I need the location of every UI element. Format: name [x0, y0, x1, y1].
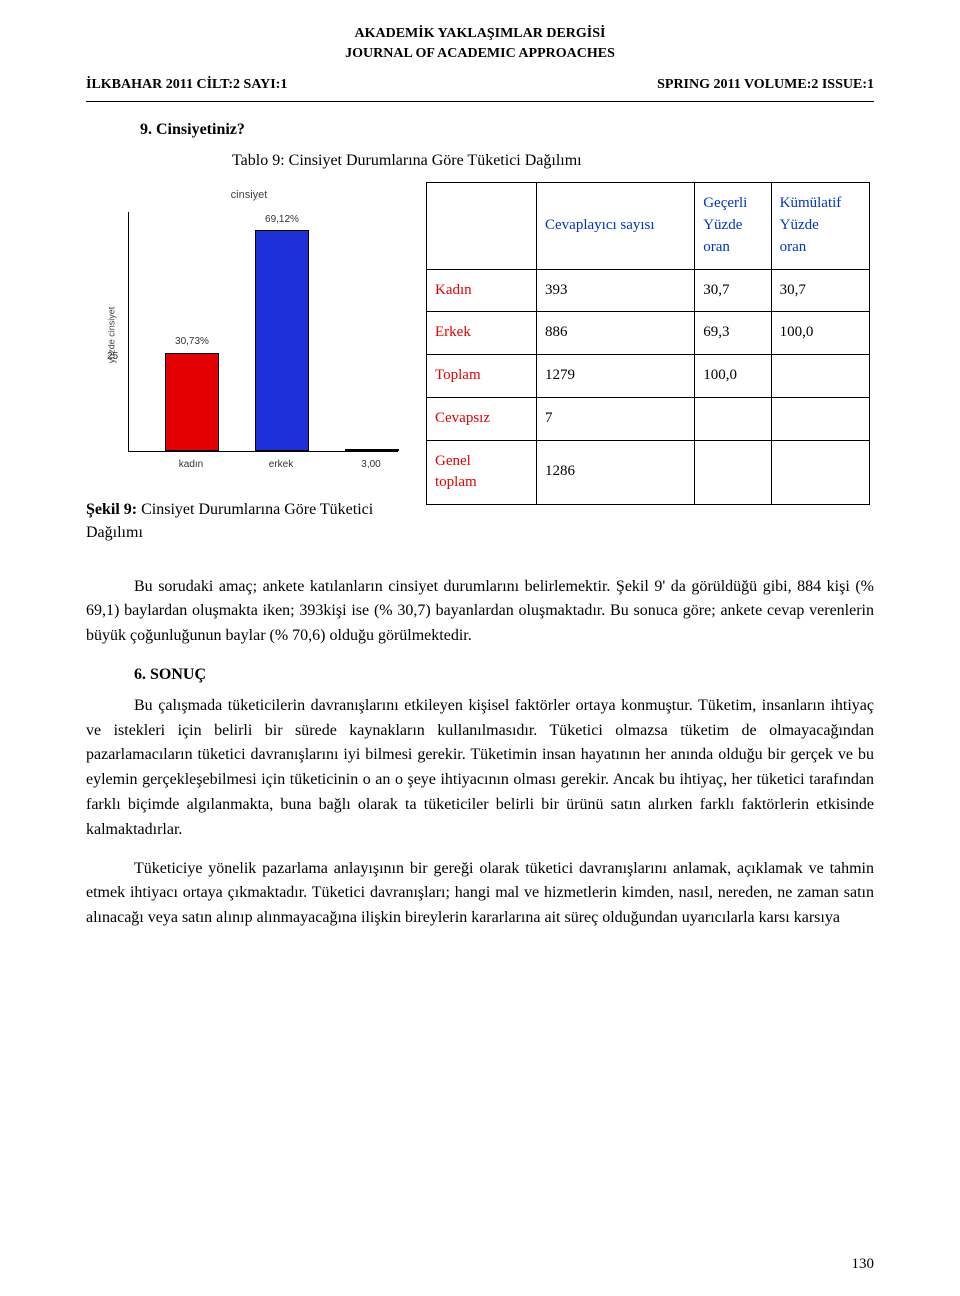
row-label: Erkek: [427, 312, 537, 355]
table9: Cevaplayıcı sayısı Geçerli Yüzde oran Kü…: [426, 182, 870, 505]
cell: [695, 397, 771, 440]
table-header-c2: Geçerli Yüzde oran: [695, 183, 771, 269]
table9-caption: Tablo 9: Cinsiyet Durumlarına Göre Tüket…: [232, 149, 874, 172]
chart-title: cinsiyet: [86, 188, 412, 204]
cell: 69,3: [695, 312, 771, 355]
chart-bar-kadin: [165, 353, 219, 451]
chart-xtick-other: 3,00: [361, 458, 380, 473]
chart-bar-other: [345, 449, 399, 451]
page-number: 130: [852, 1254, 875, 1276]
running-left: İLKBAHAR 2011 CİLT:2 SAYI:1: [86, 75, 287, 95]
paragraph: Bu çalışmada tüketicilerin davranışların…: [86, 694, 874, 843]
table-row: Genel toplam 1286: [427, 440, 870, 505]
table-row: Cevaplayıcı sayısı Geçerli Yüzde oran Kü…: [427, 183, 870, 269]
question-heading: 9. Cinsiyetiniz?: [140, 118, 874, 141]
cell: [771, 397, 869, 440]
table-header-c3: Kümülatif Yüzde oran: [771, 183, 869, 269]
cell: 393: [537, 269, 695, 312]
section-heading-6: 6. SONUÇ: [86, 663, 874, 688]
chart-xtick-erkek: erkek: [269, 458, 293, 473]
row-label: Kadın: [427, 269, 537, 312]
chart-bar-erkek: [255, 230, 309, 451]
cell: [771, 355, 869, 398]
running-right: SPRING 2011 VOLUME:2 ISSUE:1: [657, 75, 874, 95]
table-row: Cevapsız 7: [427, 397, 870, 440]
chart-ytick-25: 25: [107, 350, 118, 365]
table-row: Kadın 393 30,7 30,7: [427, 269, 870, 312]
cell: 100,0: [695, 355, 771, 398]
table-row: Erkek 886 69,3 100,0: [427, 312, 870, 355]
running-head: İLKBAHAR 2011 CİLT:2 SAYI:1 SPRING 2011 …: [86, 75, 874, 102]
journal-title-en: JOURNAL OF ACADEMIC APPROACHES: [86, 44, 874, 64]
chart-bar-label-erkek: 69,12%: [252, 213, 312, 228]
cell: [771, 440, 869, 505]
cell: 30,7: [771, 269, 869, 312]
cell: 100,0: [771, 312, 869, 355]
table-header-c1: Cevaplayıcı sayısı: [537, 183, 695, 269]
chart-bar-label-kadin: 30,73%: [162, 335, 222, 350]
figure-caption-lead: Şekil 9:: [86, 501, 137, 518]
figure-caption-line2: Dağılımı: [86, 524, 143, 541]
row-label: Toplam: [427, 355, 537, 398]
body-text: Bu sorudaki amaç; ankete katılanların ci…: [86, 575, 874, 931]
cell: 1286: [537, 440, 695, 505]
figure-caption-line1: Cinsiyet Durumlarına Göre Tüketici: [137, 501, 373, 518]
chart-xtick-kadin: kadın: [179, 458, 203, 473]
cell: 7: [537, 397, 695, 440]
journal-title-tr: AKADEMİK YAKLAŞIMLAR DERGİSİ: [86, 24, 874, 44]
chart-plot-area: 25 30,73% 69,12%: [128, 212, 398, 452]
table-row: Toplam 1279 100,0: [427, 355, 870, 398]
cell: 886: [537, 312, 695, 355]
paragraph: Tüketiciye yönelik pazarlama anlayışının…: [86, 857, 874, 931]
cell: 30,7: [695, 269, 771, 312]
cell: [695, 440, 771, 505]
gender-bar-chart: cinsiyet yüzde cinsiyet 25 30,73% 69,12%…: [86, 182, 412, 488]
cell: 1279: [537, 355, 695, 398]
figure-caption: Şekil 9: Cinsiyet Durumlarına Göre Tüket…: [86, 498, 416, 544]
row-label: Cevapsız: [427, 397, 537, 440]
paragraph: Bu sorudaki amaç; ankete katılanların ci…: [86, 575, 874, 649]
row-label: Genel toplam: [427, 440, 537, 505]
